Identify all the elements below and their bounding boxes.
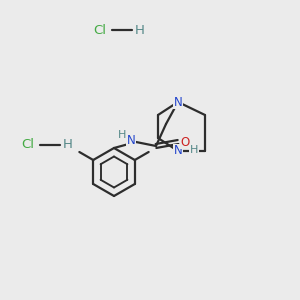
- Text: Cl: Cl: [94, 23, 106, 37]
- Text: H: H: [135, 23, 145, 37]
- Text: Cl: Cl: [22, 139, 34, 152]
- Text: N: N: [174, 145, 182, 158]
- Text: H: H: [118, 130, 126, 140]
- Text: H: H: [63, 139, 73, 152]
- Text: N: N: [174, 95, 182, 109]
- Text: N: N: [127, 134, 135, 148]
- Text: O: O: [180, 136, 190, 148]
- Text: H: H: [190, 145, 198, 155]
